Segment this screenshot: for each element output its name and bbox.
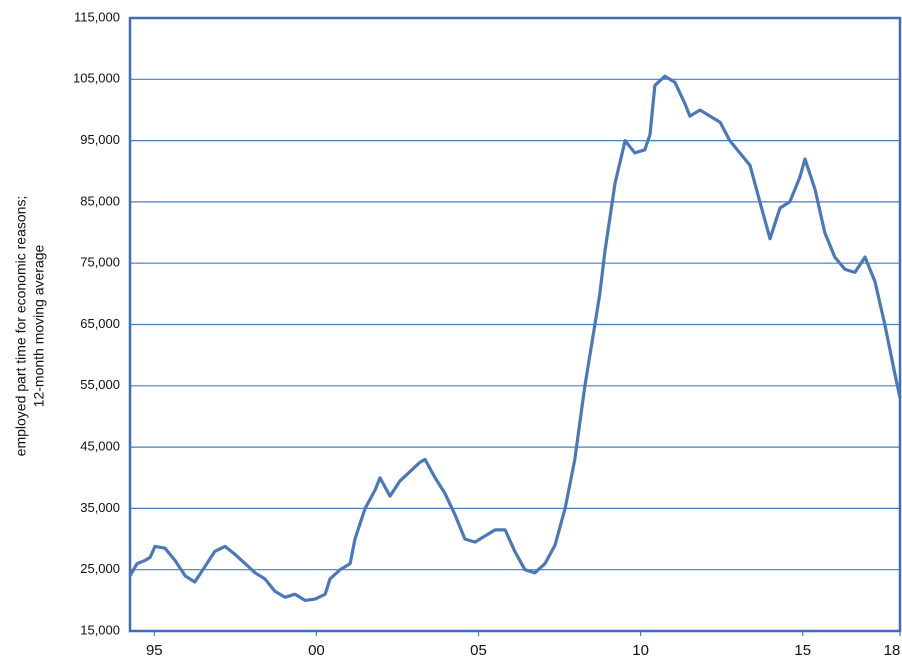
y-axis-label: employed part time for economic reasons; — [13, 196, 29, 457]
y-axis-label: 12-month moving average — [31, 244, 47, 407]
x-tick-label: 15 — [794, 642, 811, 659]
y-tick-label: 25,000 — [80, 561, 120, 576]
y-tick-label: 35,000 — [80, 500, 120, 515]
y-tick-label: 15,000 — [80, 622, 120, 637]
data-line — [128, 74, 902, 603]
y-tick-label: 75,000 — [80, 255, 120, 270]
y-tick-label: 85,000 — [80, 193, 120, 208]
y-tick-label: 65,000 — [80, 316, 120, 331]
x-tick-label: 95 — [146, 642, 163, 659]
x-tick-label: 00 — [308, 642, 325, 659]
y-tick-label: 95,000 — [80, 132, 120, 147]
y-tick-label: 55,000 — [80, 377, 120, 392]
x-tick-label: 10 — [632, 642, 649, 659]
x-tick-label: 05 — [470, 642, 487, 659]
y-tick-label: 45,000 — [80, 439, 120, 454]
plot-frame — [128, 16, 902, 633]
y-tick-label: 105,000 — [73, 71, 120, 86]
x-tick-label: 18 — [884, 642, 901, 659]
y-tick-label: 115,000 — [74, 9, 120, 24]
